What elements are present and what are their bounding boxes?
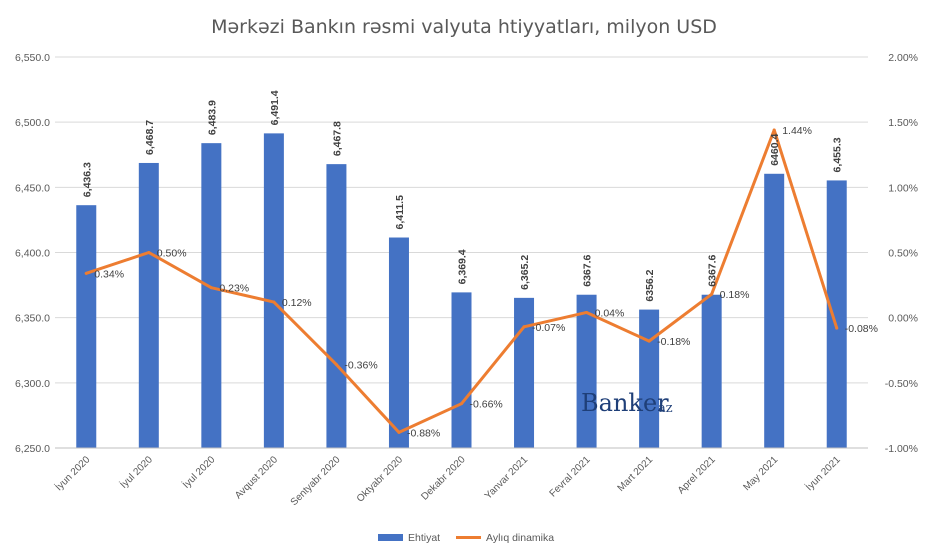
line-data-label: -0.88% [407,427,440,439]
y-right-tick-label: 1.50% [888,117,918,129]
bar [388,237,409,448]
bar-data-label: 6356.2 [644,269,656,301]
bar-data-label: 6460.4 [769,134,781,166]
watermark-text: Banker [581,389,669,417]
x-tick-label: May 2021 [741,454,780,493]
legend: Ehtiyat Aylıq dinamika [378,532,554,544]
bar [764,173,785,448]
legend-swatch-bar [378,534,403,541]
bar [326,164,347,448]
line-point [334,363,338,367]
line-data-label: 0.04% [595,307,625,319]
x-tick-label: Oktyabr 2020 [355,454,406,505]
bar-data-label: 6,436.3 [81,162,93,197]
line-data-label: -0.36% [344,360,377,372]
bar-data-label: 6,455.3 [832,137,844,172]
bar-data-label: 6,483.9 [206,100,218,135]
x-tick-label: Avqust 2020 [233,454,280,501]
x-tick-label: Dekabr 2020 [419,454,468,503]
bar [826,180,847,448]
bar [514,297,535,448]
line-data-label: -0.08% [845,323,878,335]
line-point [710,292,714,296]
y-right-tick-label: 2.00% [888,52,918,64]
y-left-tick-label: 6,500.0 [15,117,50,129]
legend-label-bar: Ehtiyat [408,532,440,544]
x-tick-label: Mart 2021 [616,454,656,494]
y-left-tick-label: 6,250.0 [15,443,50,455]
bar [138,162,159,448]
line-data-label: 0.18% [720,289,750,301]
line-point [209,286,213,290]
line-point [460,402,463,406]
x-tick-label: Aprel 2021 [676,454,718,496]
line-data-label: 1.44% [782,125,812,137]
legend-label-line: Aylıq dinamika [486,532,554,544]
line-point [272,300,276,304]
line-point [772,128,776,132]
bar [451,292,472,448]
y-right-tick-label: 0.50% [888,248,918,260]
y-left-tick-label: 6,350.0 [15,313,50,325]
line-data-label: 0.23% [219,283,249,295]
bar [576,294,597,448]
bar-data-label: 6,468.7 [144,120,156,155]
x-tick-label: İyul 2020 [180,453,218,491]
bar-data-label: 6367.6 [707,254,719,286]
y-left-tick-label: 6,450.0 [15,182,50,194]
bar-data-label: 6,411.5 [394,195,406,230]
line-data-label: 0.50% [157,248,187,260]
line-point [84,271,88,275]
bar-data-label: 6,491.4 [269,90,281,125]
line-point [647,339,651,343]
y-left-tick-label: 6,300.0 [15,378,50,390]
x-tick-label: Fevral 2021 [548,454,593,499]
bar-data-label: 6,369.4 [457,249,469,284]
line-data-label: 0.34% [94,268,124,280]
x-tick-label: Yanvar 2021 [483,454,531,502]
line-data-label: -0.07% [532,322,565,334]
line-data-label: 0.12% [282,297,312,309]
bar-data-label: 6367.6 [582,254,594,286]
y-right-tick-label: 1.00% [888,182,918,194]
banker-logo: Banker az [581,389,673,417]
bar-data-label: 6,365.2 [519,255,531,290]
bar [263,133,284,448]
y-right-tick-label: 0.00% [888,313,918,325]
bar-data-label: 6,467.8 [331,121,343,156]
bar [639,309,660,448]
bar [201,143,222,448]
chart-title: Mərkəzi Bankın rəsmi valyuta htiyyatları… [211,16,717,38]
line-point [397,430,401,434]
bar [76,205,97,448]
x-tick-label: Sentyabr 2020 [289,454,343,508]
x-tick-label: İyul 2020 [117,453,155,491]
line-point [522,325,526,329]
x-tick-label: İyun 2020 [52,453,93,494]
x-tick-label: İyun 2021 [803,453,844,494]
line-data-label: -0.18% [657,336,690,348]
y-right-tick-label: -1.00% [885,443,918,455]
y-left-tick-label: 6,400.0 [15,248,50,260]
line-point [835,326,839,330]
y-left-tick-label: 6,550.0 [15,52,50,64]
y-right-tick-label: -0.50% [885,378,918,390]
line-data-label: -0.66% [470,399,503,411]
bar [701,294,722,448]
line-point [585,310,589,314]
watermark-sub: az [658,401,673,416]
line-point [147,251,151,254]
